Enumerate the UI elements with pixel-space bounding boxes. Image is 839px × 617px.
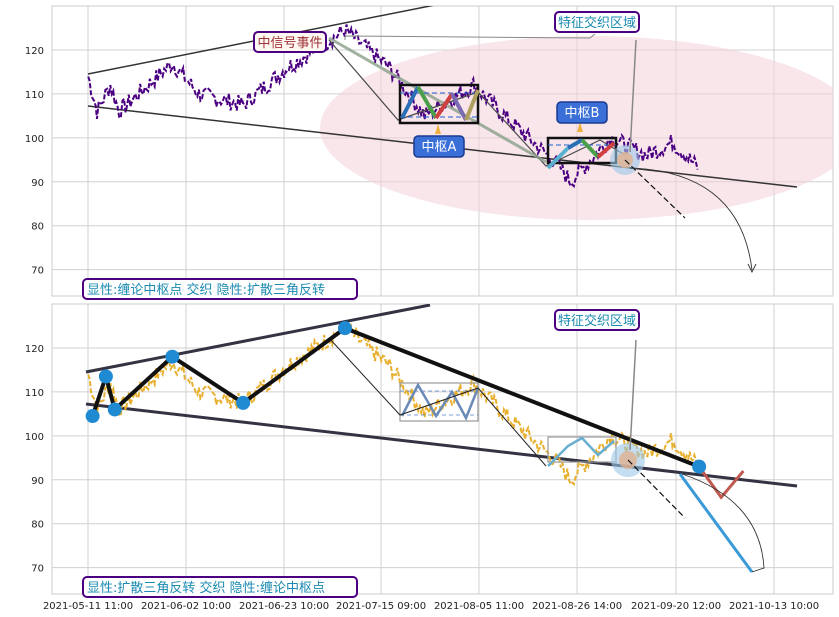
pivot-b-zigzag-4 xyxy=(596,141,616,159)
y-tick-label: 90 xyxy=(31,476,44,487)
y-tick-label: 90 xyxy=(31,178,44,189)
pivot-a-zigzag-3 xyxy=(434,92,454,120)
x-ticks: 2021-05-11 11:00 2021-06-02 10:00 2021-06-… xyxy=(43,601,819,612)
footer-label-box-bottom xyxy=(82,576,358,598)
pivot-points xyxy=(85,321,707,474)
projection-line-top xyxy=(624,159,686,219)
zone-a-label: 中枢A xyxy=(422,140,457,155)
pivot-a-zigzag-2 xyxy=(416,85,438,120)
intersection-callout xyxy=(344,33,596,40)
x-tick-label: 2021-10-13 10:00 xyxy=(729,601,819,612)
y-tick-label: 100 xyxy=(25,134,44,145)
x-tick-label: 2021-06-02 10:00 xyxy=(141,601,231,612)
y-tick-label: 110 xyxy=(25,388,44,399)
pivot-a-pointer xyxy=(435,124,441,134)
footer-label-top: 显性:缠论中枢点 交织 隐性:扩散三角反转 xyxy=(87,282,325,298)
intersection-label-box-top xyxy=(554,11,640,33)
pivot-a-zigzag-5 xyxy=(464,89,480,121)
zigzag-top xyxy=(328,39,626,167)
y-tick-label: 70 xyxy=(31,564,44,575)
zone-a-label-box xyxy=(413,135,465,158)
pivot-b-zigzag-2 xyxy=(567,138,583,150)
y-tick-label: 100 xyxy=(25,432,44,443)
bottom-y-ticks: 70 80 90 100 110 120 xyxy=(25,344,44,575)
pivot-a-box-faint xyxy=(399,382,479,422)
intersection-pointer-bottom xyxy=(629,339,637,451)
pivot-point xyxy=(85,409,100,424)
top-y-ticks: 70 80 90 100 110 120 xyxy=(25,46,44,277)
pivot-b-zigzag-3 xyxy=(580,138,600,159)
y-tick-label: 120 xyxy=(25,344,44,355)
pivot-b-zigzag-1 xyxy=(546,146,570,170)
pivot-point xyxy=(165,349,180,364)
pivot-a-zigzag-4 xyxy=(450,93,468,121)
pivot-point xyxy=(236,395,251,410)
zone-b-label-box xyxy=(556,101,608,124)
projection-blue xyxy=(678,473,754,573)
pivot-a-zigzag-1 xyxy=(400,86,420,119)
lower-trend-line-bottom xyxy=(85,402,798,488)
signal-event-label: 中信号事件 xyxy=(257,36,322,51)
bottom-panel-plot xyxy=(85,304,798,573)
upper-trend-line-bottom xyxy=(85,304,431,374)
bottom-grid xyxy=(52,304,833,594)
x-tick-label: 2021-05-11 11:00 xyxy=(43,601,133,612)
intersection-ellipse xyxy=(320,36,833,220)
x-tick-label: 2021-08-26 14:00 xyxy=(532,601,622,612)
y-tick-label: 80 xyxy=(31,222,44,233)
pivot-a-box xyxy=(398,83,480,125)
intersection-label-bottom: 特征交织区域 xyxy=(558,313,636,329)
projection-zigzag xyxy=(697,465,745,500)
thin-zigzag xyxy=(328,337,547,467)
curved-arrow xyxy=(629,167,753,271)
x-tick-label: 2021-08-05 11:00 xyxy=(434,601,524,612)
signal-event-label-box xyxy=(253,31,327,53)
descending-segment xyxy=(328,36,547,164)
projection-dash-bottom xyxy=(627,459,686,519)
curved-arrow-head xyxy=(747,263,757,274)
x-tick-label: 2021-06-23 10:00 xyxy=(239,601,329,612)
pivot-point xyxy=(107,402,122,417)
intersection-label-box-bottom xyxy=(554,309,640,331)
pivot-a-zigzag-faint xyxy=(400,382,480,421)
y-tick-label: 80 xyxy=(31,520,44,531)
x-tick-label: 2021-09-20 12:00 xyxy=(631,601,721,612)
intersection-label-top: 特征交织区域 xyxy=(558,15,636,31)
y-tick-label: 70 xyxy=(31,266,44,277)
footer-label-box-top xyxy=(82,278,358,300)
y-tick-label: 120 xyxy=(25,46,44,57)
footer-label-bottom: 显性:扩散三角反转 交织 隐性:缠论中枢点 xyxy=(87,580,325,596)
pivot-point xyxy=(337,321,352,336)
pivot-b-zigzag-faint xyxy=(547,436,615,467)
y-tick-label: 110 xyxy=(25,90,44,101)
x-tick-label: 2021-07-15 09:00 xyxy=(336,601,426,612)
pivot-point xyxy=(692,459,707,474)
zone-b-label: 中枢B xyxy=(565,106,600,121)
pivot-b-pointer xyxy=(577,122,583,132)
curved-arrow-bottom xyxy=(681,473,765,573)
pivot-point xyxy=(98,369,113,384)
intersection-pointer xyxy=(629,39,637,153)
